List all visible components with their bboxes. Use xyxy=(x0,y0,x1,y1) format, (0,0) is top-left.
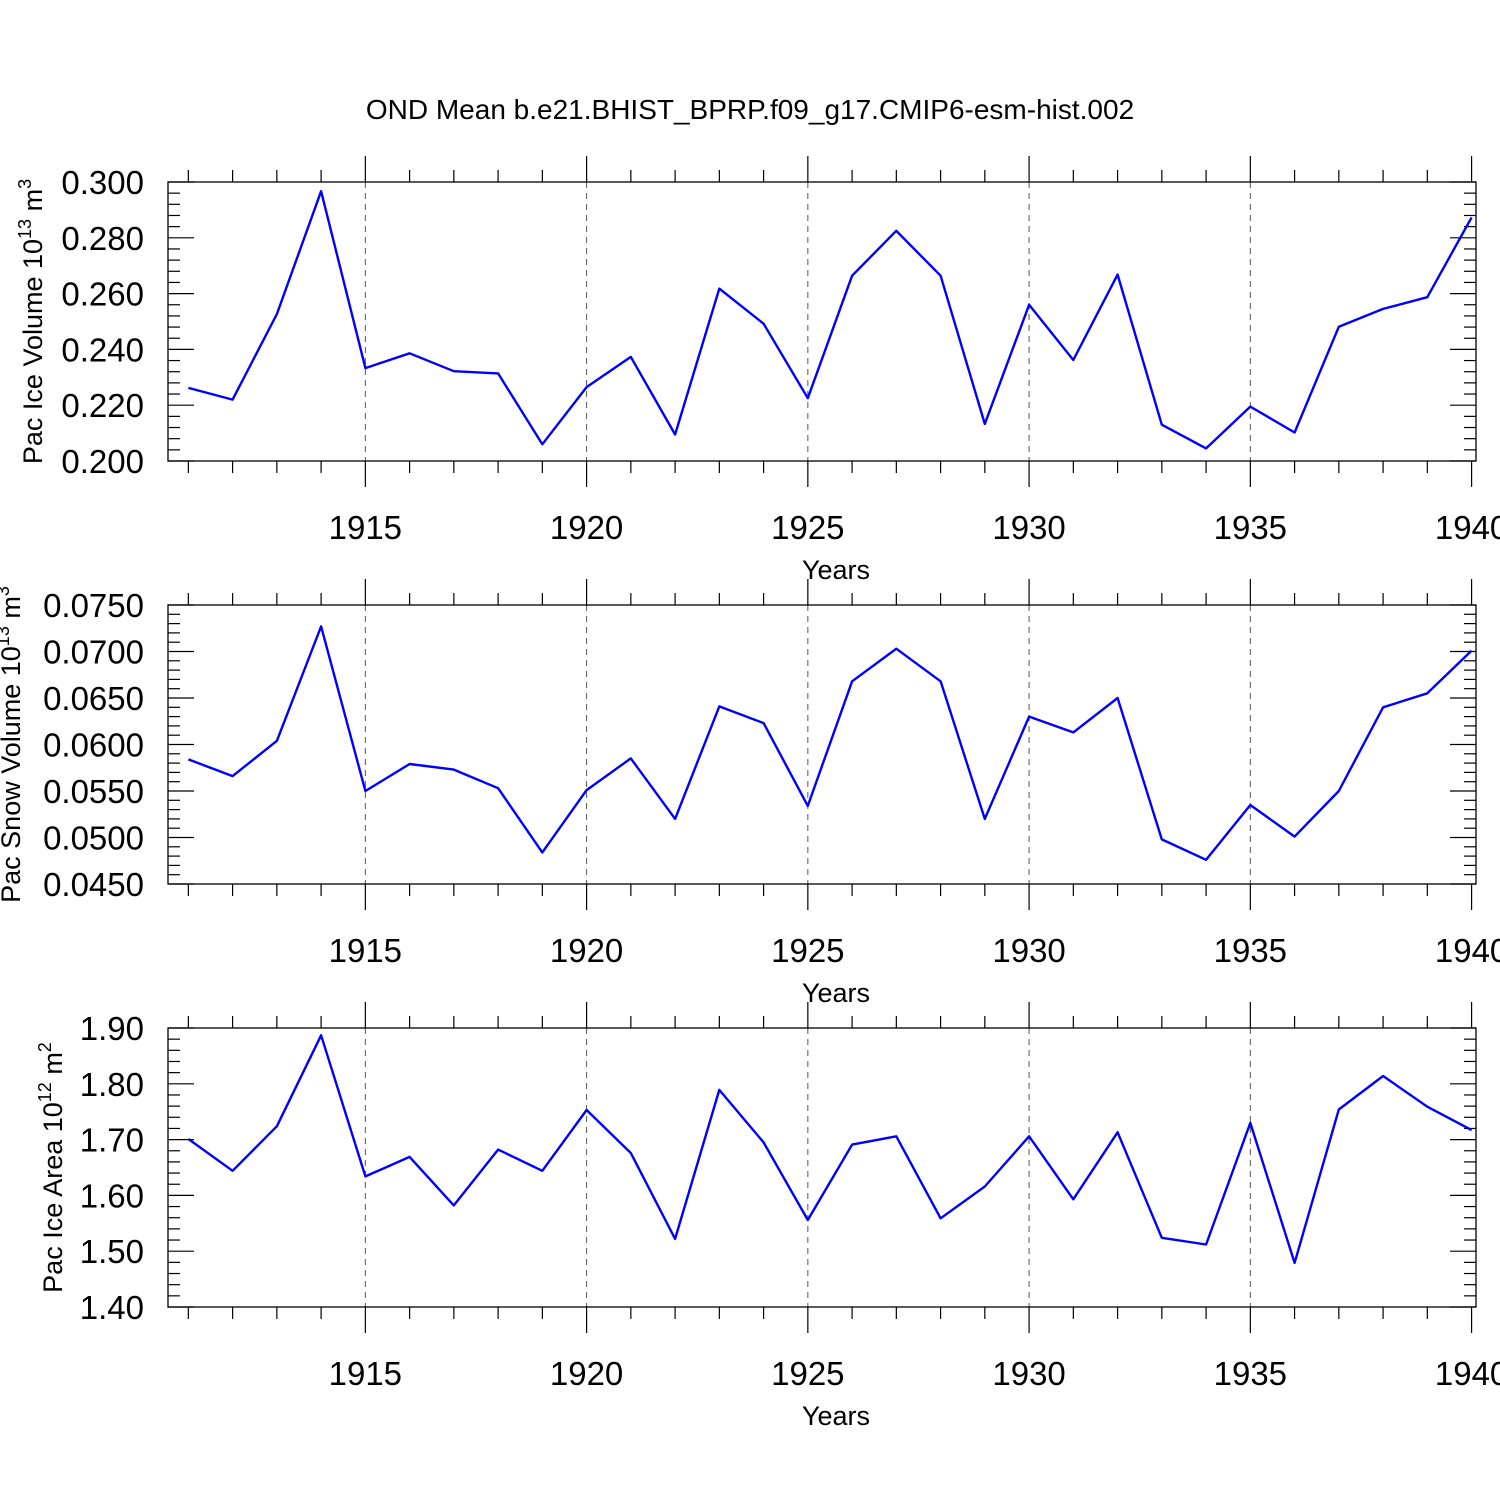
panels-group: 1915 1920 1925 1930 1935 1940 0.200 0.220 0.240 0… xyxy=(0,156,1500,1431)
x-tick-label: 1915 xyxy=(329,932,402,969)
y-tick-label: 1.70 xyxy=(80,1122,144,1159)
y-tick-label: 0.300 xyxy=(61,164,144,201)
series-line xyxy=(187,1034,1473,1265)
x-tick-label: 1935 xyxy=(1214,932,1287,969)
y-tick-label: 0.0550 xyxy=(43,773,144,810)
y-axis-label-unit-exponent: 2 xyxy=(35,1042,55,1052)
x-tick-label: 1925 xyxy=(771,509,844,546)
x-tick-label: 1930 xyxy=(992,1355,1065,1392)
series-line xyxy=(188,189,1473,450)
y-tick-label: 0.0450 xyxy=(43,866,144,903)
y-tick-label: 0.260 xyxy=(61,276,144,313)
y-axis-label-text: Pac Snow Volume 10 xyxy=(0,646,26,903)
y-tick-label: 0.0500 xyxy=(43,820,144,857)
y-axis-label-text: Pac Ice Volume 10 xyxy=(18,239,48,464)
x-tick-label: 1915 xyxy=(329,509,402,546)
y-axis-label-unit-exponent: 3 xyxy=(0,586,13,596)
y-axis-label-exponent: 12 xyxy=(35,1082,55,1102)
x-tick-label: 1940 xyxy=(1435,509,1500,546)
x-tick-label: 1915 xyxy=(329,1355,402,1392)
y-tick-label: 1.40 xyxy=(80,1289,144,1326)
y-tick-label: 0.280 xyxy=(61,220,144,257)
y-tick-label: 0.0650 xyxy=(43,680,144,717)
y-axis-label: Pac Snow Volume 1013 m3 xyxy=(0,586,26,903)
plot-frame xyxy=(167,181,1477,462)
y-axis-label: Pac Ice Volume 1013 m3 xyxy=(15,179,48,464)
x-tick-label: 1920 xyxy=(550,509,623,546)
y-axis-label-exponent: 13 xyxy=(15,219,35,239)
y-axis-label: Pac Ice Area 1012 m2 xyxy=(35,1042,68,1293)
x-axis-label: Years xyxy=(802,978,870,1008)
y-tick-label: 0.220 xyxy=(61,387,144,424)
y-tick-label: 0.0750 xyxy=(43,587,144,624)
y-axis-label-exponent: 13 xyxy=(0,626,13,646)
x-tick-label: 1930 xyxy=(992,932,1065,969)
series-line xyxy=(187,625,1473,861)
y-tick-label: 0.200 xyxy=(61,443,144,480)
x-tick-label: 1935 xyxy=(1214,1355,1287,1392)
x-tick-label: 1940 xyxy=(1435,932,1500,969)
y-axis-label-unit: m xyxy=(38,1052,68,1082)
x-tick-label: 1920 xyxy=(550,932,623,969)
plot-frame xyxy=(167,604,1477,885)
y-tick-label: 1.80 xyxy=(80,1066,144,1103)
x-axis-label: Years xyxy=(802,555,870,585)
x-axis-label: Years xyxy=(802,1401,870,1431)
x-tick-label: 1925 xyxy=(771,932,844,969)
y-tick-label: 0.240 xyxy=(61,331,144,368)
y-tick-label: 0.0600 xyxy=(43,727,144,764)
y-tick-label: 1.50 xyxy=(80,1233,144,1270)
y-axis-label-unit-exponent: 3 xyxy=(15,179,35,189)
y-axis-label-unit: m xyxy=(18,189,48,219)
y-tick-label: 1.60 xyxy=(80,1177,144,1214)
figure-title: OND Mean b.e21.BHIST_BPRP.f09_g17.CMIP6-… xyxy=(366,94,1134,125)
y-tick-label: 1.90 xyxy=(80,1010,144,1047)
x-tick-label: 1940 xyxy=(1435,1355,1500,1392)
panel-pac-ice-volume: 1915 1920 1925 1930 1935 1940 0.200 0.220 0.240 0… xyxy=(15,156,1500,585)
y-tick-label: 0.0700 xyxy=(43,634,144,671)
x-tick-label: 1930 xyxy=(992,509,1065,546)
x-tick-label: 1920 xyxy=(550,1355,623,1392)
plot-frame xyxy=(167,1027,1477,1308)
panel-pac-snow-volume: 1915 1920 1925 1930 1935 1940 0.0450 0.0500 0.05… xyxy=(0,579,1500,1008)
y-axis-label-unit: m xyxy=(0,596,26,626)
y-axis-label-text: Pac Ice Area 10 xyxy=(38,1102,68,1293)
panel-pac-ice-area: 1915 1920 1925 1930 1935 1940 1.40 1.50 1.60 1.70… xyxy=(35,1002,1500,1431)
x-tick-label: 1925 xyxy=(771,1355,844,1392)
x-tick-label: 1935 xyxy=(1214,509,1287,546)
